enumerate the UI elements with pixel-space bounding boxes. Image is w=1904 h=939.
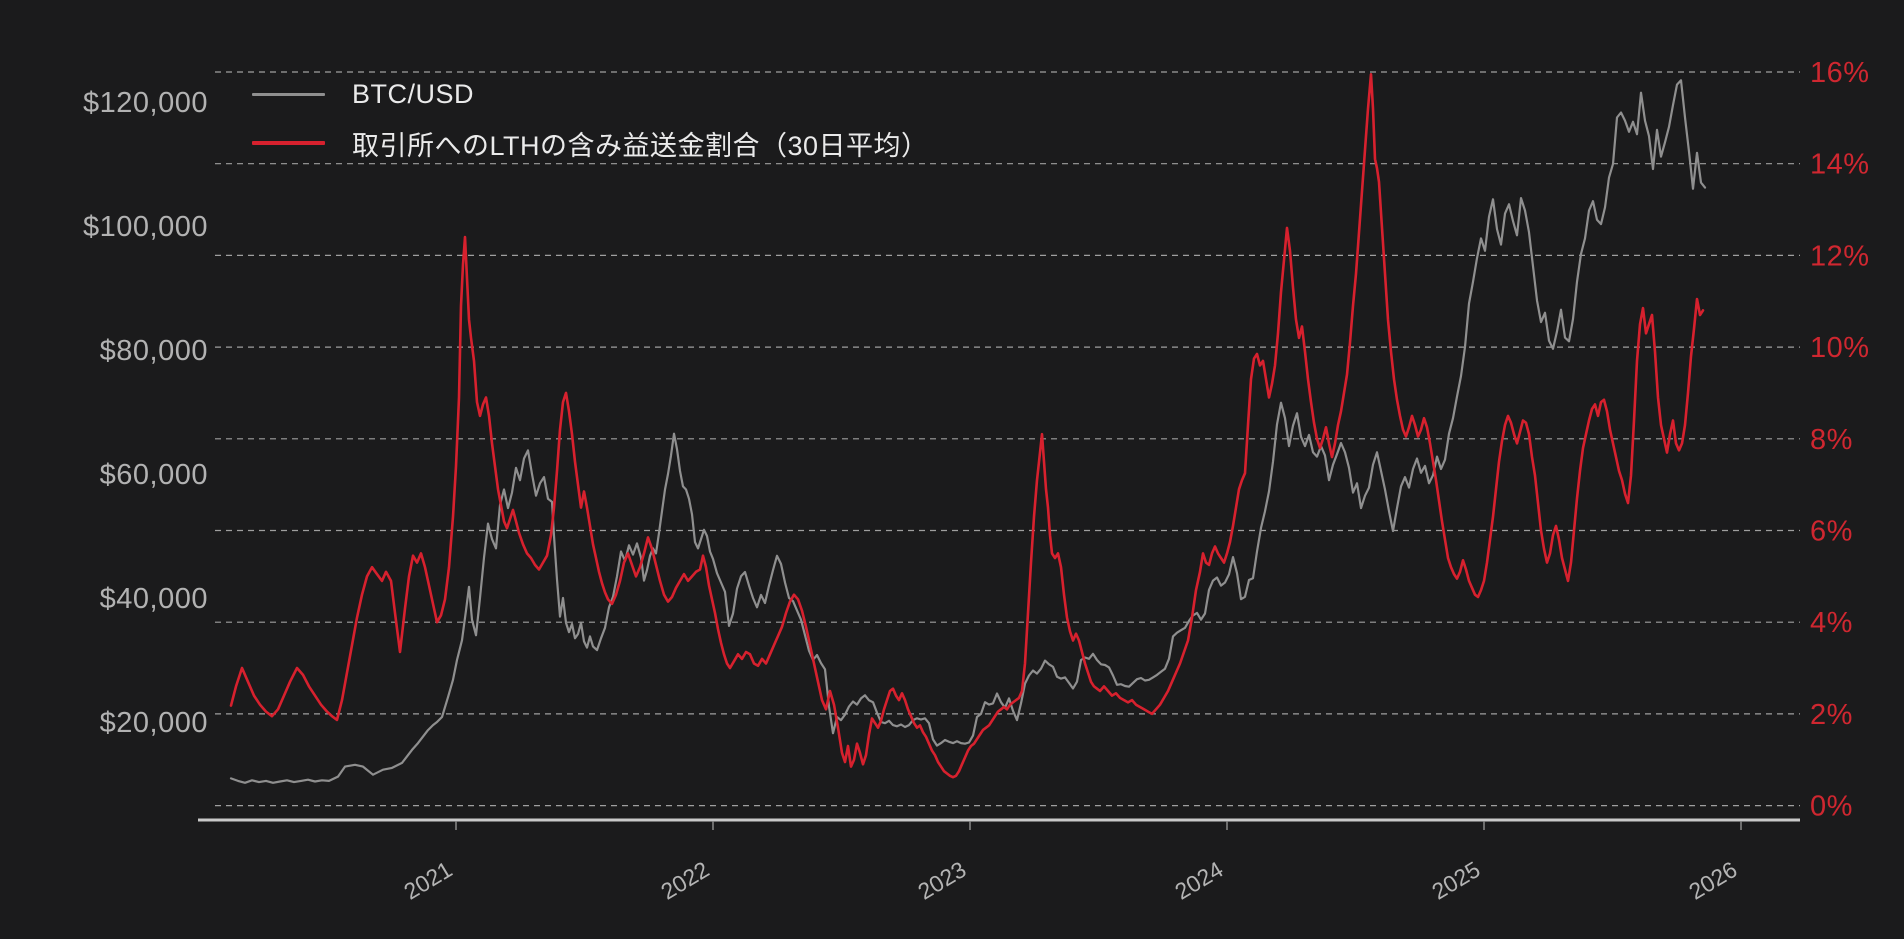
chart-legend: BTC/USD 取引所へのLTHの含み益送金割合（30日平均） [252,76,929,174]
x-axis-label-2022: 2022 [656,856,713,905]
lth-ratio-line-swatch [252,141,325,145]
legend-label-btc-usd: BTC/USD [352,78,475,109]
usd-axis-label-20k: $20,000 [100,707,208,739]
pct-axis-label-10: 10% [1810,332,1870,364]
pct-axis-label-8: 8% [1810,424,1853,456]
pct-axis-label-12: 12% [1810,240,1870,272]
x-axis-label-2024: 2024 [1170,856,1227,905]
x-axis-label-2025: 2025 [1427,856,1484,905]
x-axis-label-2026: 2026 [1684,856,1741,905]
legend-label-lth-ratio: 取引所へのLTHの含み益送金割合（30日平均） [352,130,929,161]
x-axis-label-2023: 2023 [913,856,970,905]
pct-axis-label-6: 6% [1810,516,1853,548]
legend-item-btc-usd[interactable]: BTC/USD [252,76,929,112]
pct-axis-label-16: 16% [1810,57,1870,89]
legend-item-lth-ratio[interactable]: 取引所へのLTHの含み益送金割合（30日平均） [252,125,929,161]
btc-usd-line-swatch [252,92,325,96]
pct-axis-label-2: 2% [1810,699,1853,731]
pct-axis-label-4: 4% [1810,607,1853,639]
usd-axis-label-80k: $80,000 [100,335,208,367]
lth-ratio-line [229,73,1705,779]
usd-axis-label-100k: $100,000 [83,211,208,243]
btc-usd-line [229,79,1707,784]
x-axis-label-2021: 2021 [399,856,456,905]
usd-axis-label-120k: $120,000 [83,87,208,119]
usd-axis-label-60k: $60,000 [100,459,208,491]
pct-axis-label-14: 14% [1810,149,1870,181]
usd-axis-label-40k: $40,000 [100,583,208,615]
pct-axis-label-0: 0% [1810,791,1853,823]
